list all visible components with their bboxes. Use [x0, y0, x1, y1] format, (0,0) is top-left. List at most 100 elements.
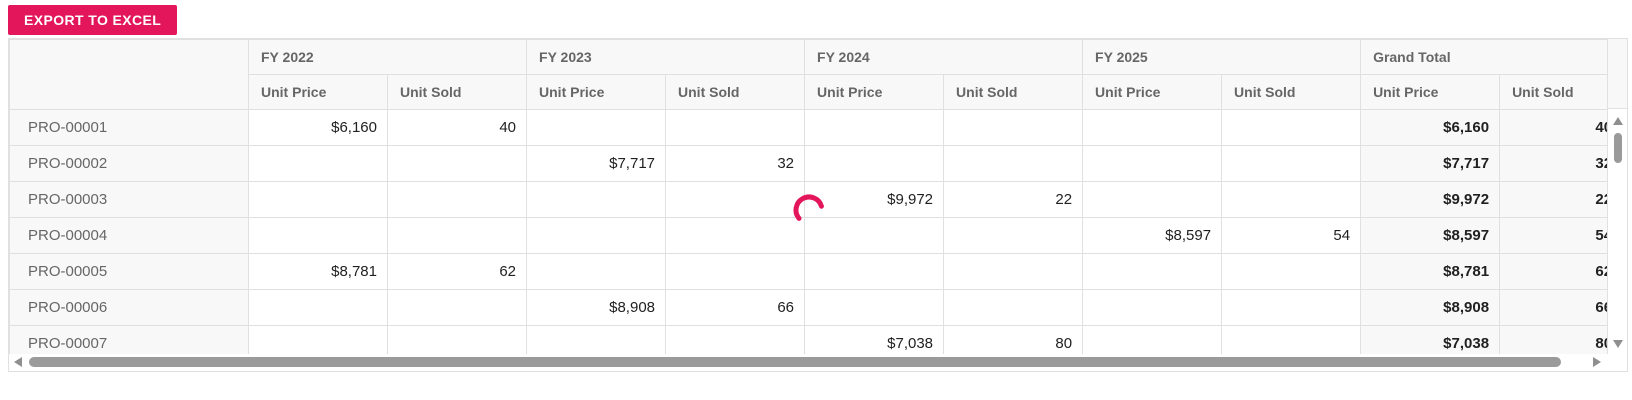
scrollbar-corner — [1607, 354, 1627, 371]
value-cell: 22 — [943, 181, 1084, 218]
value-cell — [665, 181, 806, 218]
value-cell — [943, 109, 1084, 146]
grand-total-cell: 66 — [1499, 289, 1607, 326]
grand-total-cell: 54 — [1499, 217, 1607, 254]
value-cell: 54 — [1221, 217, 1362, 254]
toolbar: EXPORT TO EXCEL — [0, 0, 1632, 38]
pivot-grid-viewport: FY 2022 FY 2023 FY 2024 FY 2025 Grand To… — [9, 39, 1607, 354]
table-row: PRO-00003 $9,972 22 $9,972 22 — [9, 181, 1607, 218]
vertical-scrollbar-thumb[interactable] — [1614, 133, 1622, 163]
export-to-excel-button[interactable]: EXPORT TO EXCEL — [8, 5, 178, 35]
pivot-table: FY 2022 FY 2023 FY 2024 FY 2025 Grand To… — [9, 39, 1607, 354]
sub-header-unit-sold[interactable]: Unit Sold — [1499, 74, 1607, 110]
value-cell: 66 — [665, 289, 806, 326]
value-cell — [804, 109, 945, 146]
row-header-pro-00005[interactable]: PRO-00005 — [9, 253, 249, 290]
value-cell — [1221, 181, 1362, 218]
vertical-scrollbar-track[interactable] — [1607, 109, 1627, 354]
grand-total-cell: $7,038 — [1360, 325, 1501, 354]
row-header-pro-00001[interactable]: PRO-00001 — [9, 109, 249, 146]
value-cell — [1082, 181, 1223, 218]
table-row: PRO-00002 $7,717 32 $7,717 32 — [9, 145, 1607, 182]
sub-header-unit-sold[interactable]: Unit Sold — [943, 74, 1084, 110]
value-cell — [943, 217, 1084, 254]
column-group-header-row: FY 2022 FY 2023 FY 2024 FY 2025 Grand To… — [9, 39, 1607, 110]
value-cell: 32 — [665, 145, 806, 182]
value-cell — [665, 253, 806, 290]
column-header-fy-2024[interactable]: FY 2024 — [804, 39, 1084, 75]
value-cell — [386, 145, 528, 182]
horizontal-scrollbar-thumb[interactable] — [29, 357, 1561, 367]
column-header-fy-2022[interactable]: FY 2022 — [247, 39, 528, 75]
scroll-right-icon[interactable] — [1593, 357, 1601, 367]
value-cell: $9,972 — [804, 181, 945, 218]
value-cell — [1082, 109, 1223, 146]
table-row: PRO-00006 $8,908 66 $8,908 66 — [9, 289, 1607, 326]
scroll-left-icon[interactable] — [14, 357, 22, 367]
grand-total-cell: $8,781 — [1360, 253, 1501, 290]
value-cell — [248, 145, 388, 182]
sub-header-unit-sold[interactable]: Unit Sold — [386, 74, 528, 110]
row-header-pro-00002[interactable]: PRO-00002 — [9, 145, 249, 182]
sub-header-unit-sold[interactable]: Unit Sold — [665, 74, 806, 110]
row-header-pro-00007[interactable]: PRO-00007 — [9, 325, 249, 354]
value-cell — [943, 289, 1084, 326]
value-cell — [665, 325, 806, 354]
row-header-pro-00006[interactable]: PRO-00006 — [9, 289, 249, 326]
value-cell — [1221, 109, 1362, 146]
value-cell — [526, 109, 667, 146]
value-cell — [665, 109, 806, 146]
value-cell — [1082, 325, 1223, 354]
value-cell: $7,717 — [526, 145, 667, 182]
value-cell: $8,781 — [248, 253, 388, 290]
column-header-fy-2023[interactable]: FY 2023 — [526, 39, 806, 75]
row-header-pro-00004[interactable]: PRO-00004 — [9, 217, 249, 254]
value-cell — [1221, 253, 1362, 290]
value-cell — [526, 181, 667, 218]
sub-header-unit-sold[interactable]: Unit Sold — [1221, 74, 1362, 110]
horizontal-scrollbar[interactable] — [9, 354, 1607, 371]
value-cell — [804, 217, 945, 254]
value-cell — [526, 325, 667, 354]
sub-header-unit-price[interactable]: Unit Price — [1360, 74, 1501, 110]
sub-header-unit-price[interactable]: Unit Price — [1082, 74, 1223, 110]
grand-total-cell: 22 — [1499, 181, 1607, 218]
sub-header-unit-price[interactable]: Unit Price — [248, 74, 388, 110]
value-cell — [1082, 253, 1223, 290]
grand-total-cell: $9,972 — [1360, 181, 1501, 218]
value-cell — [248, 181, 388, 218]
vertical-scrollbar[interactable] — [1607, 39, 1627, 354]
sub-header-unit-price[interactable]: Unit Price — [804, 74, 945, 110]
sub-header-unit-price[interactable]: Unit Price — [526, 74, 667, 110]
value-cell — [804, 289, 945, 326]
grand-total-cell: 32 — [1499, 145, 1607, 182]
scroll-down-icon[interactable] — [1613, 340, 1623, 348]
value-cell: 40 — [386, 109, 528, 146]
grand-total-cell: 80 — [1499, 325, 1607, 354]
value-cell — [1082, 145, 1223, 182]
measure-header-row: Unit Price Unit Sold Unit Price Unit Sol… — [10, 74, 1607, 110]
value-cell — [1221, 145, 1362, 182]
row-header-pro-00003[interactable]: PRO-00003 — [9, 181, 249, 218]
grand-total-cell: 62 — [1499, 253, 1607, 290]
grand-total-cell: $8,597 — [1360, 217, 1501, 254]
scroll-up-icon[interactable] — [1613, 117, 1623, 125]
value-cell — [526, 253, 667, 290]
value-cell — [665, 217, 806, 254]
value-cell — [1082, 289, 1223, 326]
value-cell: $8,908 — [526, 289, 667, 326]
grand-total-cell: 40 — [1499, 109, 1607, 146]
value-cell: 62 — [386, 253, 528, 290]
value-cell — [804, 145, 945, 182]
table-row: PRO-00004 $8,597 54 $8,597 54 — [9, 217, 1607, 254]
value-cell — [386, 289, 528, 326]
grand-total-cell: $7,717 — [1360, 145, 1501, 182]
column-header-grand-total[interactable]: Grand Total — [1360, 39, 1607, 75]
table-row: PRO-00007 $7,038 80 $7,038 80 — [9, 325, 1607, 354]
value-cell: 80 — [943, 325, 1084, 354]
column-header-fy-2025[interactable]: FY 2025 — [1082, 39, 1362, 75]
grand-total-cell: $8,908 — [1360, 289, 1501, 326]
value-cell — [943, 145, 1084, 182]
value-cell: $8,597 — [1082, 217, 1223, 254]
value-cell: $6,160 — [248, 109, 388, 146]
